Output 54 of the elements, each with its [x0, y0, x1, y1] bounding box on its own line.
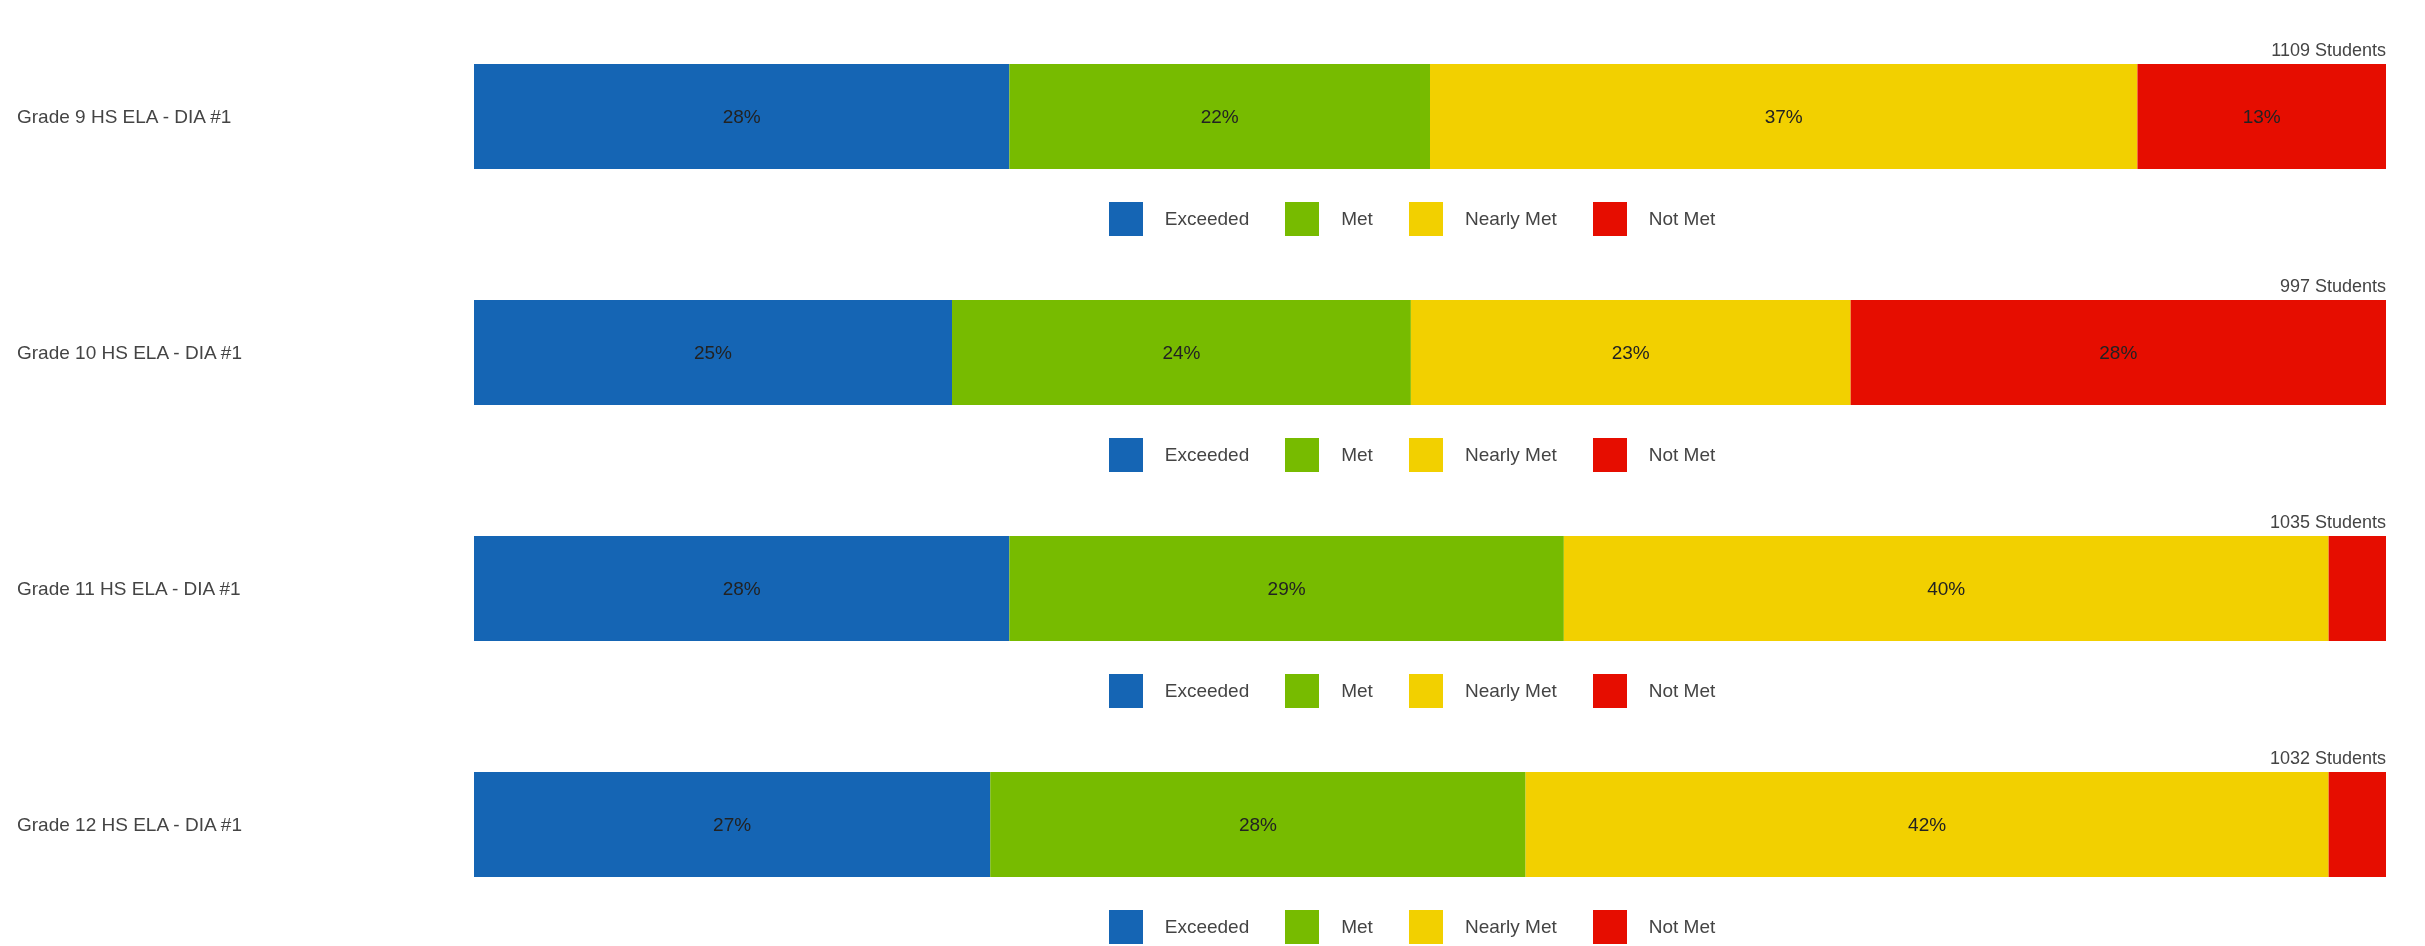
data-label: 23%: [1611, 342, 1650, 364]
y-tick-label: Grade 9 HS ELA - DIA #1: [17, 106, 232, 127]
text: 997 Students: [2279, 276, 2386, 296]
legend-label: Met: [1340, 915, 1373, 939]
bar: [2328, 772, 2386, 877]
data-label: 28%: [722, 106, 761, 128]
data-label: 28%: [1238, 814, 1278, 836]
y-tick-label: Grade 12 HS ELA - DIA #1: [17, 814, 242, 835]
data-label: 27%: [713, 814, 752, 836]
legend-label: Exceeded: [1163, 679, 1250, 703]
legend-label: Exceeded: [1163, 443, 1250, 467]
y-tick-label: Grade 10 HS ELA - DIA #1: [17, 342, 242, 363]
text: 1032 Students: [2269, 748, 2386, 768]
bar: [1410, 300, 1851, 405]
bar: [952, 300, 1411, 405]
legend-label: Nearly Met: [1463, 679, 1557, 703]
legend-label: Nearly Met: [1463, 915, 1557, 939]
legend-label: Met: [1340, 679, 1373, 703]
bar: [1563, 536, 2329, 641]
data-label: 28%: [722, 578, 761, 600]
data-label: 13%: [2242, 106, 2281, 128]
bar: [474, 300, 952, 405]
data-label: 22%: [1200, 106, 1239, 128]
legend-label: Not Met: [1647, 443, 1716, 467]
text: 1035 Students: [2269, 512, 2386, 532]
text: 1109 Students: [2271, 40, 2386, 60]
legend-label: Not Met: [1647, 207, 1716, 231]
legend-label: Nearly Met: [1463, 207, 1557, 231]
bar: [2137, 64, 2386, 169]
bar: [474, 64, 1010, 169]
data-label: 29%: [1267, 578, 1306, 600]
data-label: 25%: [693, 342, 733, 364]
y-tick-label: Grade 11 HS ELA - DIA #1: [17, 578, 241, 599]
legend-label: Not Met: [1647, 915, 1716, 939]
data-label: 37%: [1764, 106, 1803, 128]
legend-label: Met: [1340, 443, 1373, 467]
bar: [1430, 64, 2138, 169]
bar: [1009, 64, 1430, 169]
bar: [474, 772, 991, 877]
legend-label: Exceeded: [1163, 207, 1250, 231]
bar: [2328, 536, 2386, 641]
data-label: 40%: [1927, 578, 1966, 600]
legend-label: Exceeded: [1163, 915, 1250, 939]
legend-label: Met: [1340, 207, 1373, 231]
legend-label: Nearly Met: [1463, 443, 1557, 467]
legend-label: Not Met: [1647, 679, 1716, 703]
data-label: 28%: [2099, 342, 2138, 364]
bar: [1850, 300, 2386, 405]
bar: [474, 536, 1010, 641]
bar: [1009, 536, 1564, 641]
bar: [990, 772, 1526, 877]
bar: [1525, 772, 2329, 877]
data-label: 24%: [1162, 342, 1201, 364]
data-label: 42%: [1908, 814, 1947, 836]
